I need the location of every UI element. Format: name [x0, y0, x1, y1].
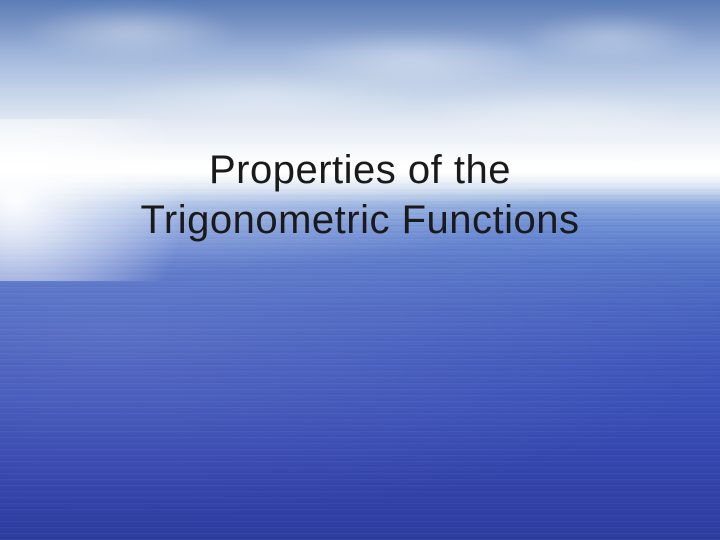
cloud-shape	[20, 4, 240, 59]
title-line-1: Properties of the	[209, 148, 511, 192]
title-container: Properties of the Trigonometric Function…	[0, 145, 720, 245]
cloud-shape	[100, 70, 420, 125]
cloud-shape	[420, 90, 700, 140]
presentation-slide: Properties of the Trigonometric Function…	[0, 0, 720, 540]
cloud-shape	[520, 12, 700, 62]
slide-title: Properties of the Trigonometric Function…	[0, 145, 720, 245]
title-line-2: Trigonometric Functions	[140, 198, 579, 242]
